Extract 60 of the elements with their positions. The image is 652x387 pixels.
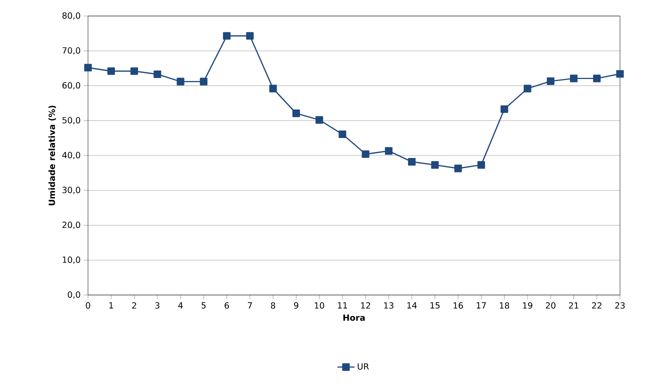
x-tick-label: 10	[314, 302, 324, 309]
legend-label: UR	[358, 363, 369, 370]
y-tick-label: 80,0	[62, 12, 80, 20]
point	[223, 32, 231, 40]
x-tick-label: 14	[407, 302, 417, 308]
point	[154, 70, 162, 78]
y-tick-label: 50,0	[62, 116, 80, 124]
x-tick-label: 6	[224, 302, 229, 309]
point	[246, 32, 254, 40]
x-tick-label: 13	[384, 302, 394, 309]
x-tick-label: 16	[454, 302, 463, 309]
point	[362, 150, 370, 158]
point	[570, 74, 578, 82]
x-tick-label: 8	[270, 302, 276, 309]
point	[338, 130, 346, 138]
x-tick-label: 7	[248, 302, 252, 308]
point	[269, 84, 277, 92]
y-tick-label: 40,0	[62, 152, 80, 160]
point	[107, 67, 115, 75]
x-tick-label: 0	[86, 302, 90, 309]
x-tick-label: 18	[500, 302, 510, 309]
y-tick-label: 60,0	[62, 82, 80, 90]
point	[431, 161, 439, 169]
x-tick-label: 19	[523, 302, 532, 309]
x-tick-label: 2	[132, 302, 136, 309]
x-tick-label: 4	[178, 302, 183, 308]
x-tick-label: 21	[568, 302, 578, 309]
x-tick-label: 20	[546, 302, 556, 309]
point	[292, 110, 300, 118]
x-tick-label: 15	[430, 302, 440, 309]
x-tick-label: 23	[615, 302, 625, 309]
point	[500, 105, 508, 113]
y-tick-label: 20,0	[62, 222, 80, 229]
point	[477, 161, 486, 169]
y-tick-label: 70,0	[62, 47, 80, 55]
point	[593, 74, 601, 82]
x-tick-label: 3	[155, 302, 160, 309]
x-tick-label: 5	[202, 302, 206, 309]
point	[408, 158, 416, 166]
x-axis-title: Hora	[343, 314, 365, 321]
x-tick-label: 12	[361, 302, 370, 309]
x-tick-label: 9	[294, 302, 298, 309]
point	[316, 116, 324, 124]
point	[546, 77, 554, 85]
point	[84, 64, 92, 72]
x-tick-label: 1	[109, 302, 114, 308]
point	[176, 78, 184, 86]
point	[130, 67, 138, 75]
point	[200, 78, 208, 86]
y-tick-label: 0,0	[68, 291, 80, 299]
point	[524, 84, 532, 92]
y-tick-label: 30,0	[62, 186, 80, 194]
y-tick-label: 10,0	[62, 256, 80, 264]
y-axis-title: Umidade relativa (%)	[48, 106, 56, 206]
x-tick-label: 22	[592, 302, 602, 309]
point	[454, 164, 462, 172]
point	[616, 70, 624, 78]
x-tick-label: 11	[338, 302, 348, 308]
x-tick-label: 17	[476, 302, 486, 308]
point	[384, 147, 392, 155]
